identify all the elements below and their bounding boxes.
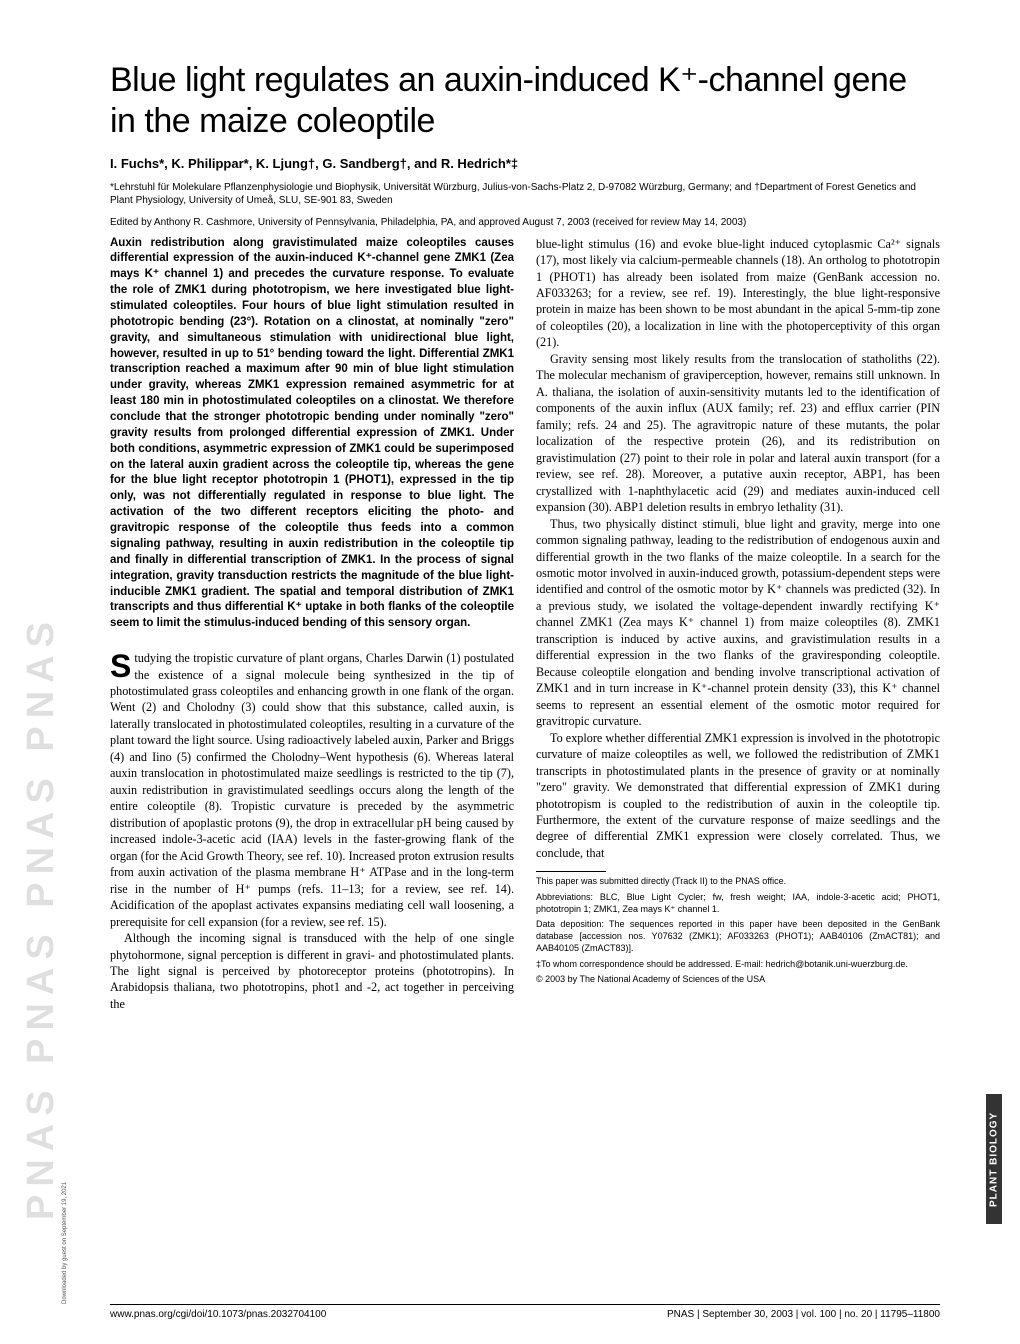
body-paragraph-r3: Thus, two physically distinct stimuli, b… (536, 516, 940, 730)
body-paragraph-r1: blue-light stimulus (16) and evoke blue-… (536, 236, 940, 351)
right-column: blue-light stimulus (16) and evoke blue-… (536, 236, 940, 1013)
authors-line: I. Fuchs*, K. Philippar*, K. Ljung†, G. … (110, 156, 940, 171)
footnote-5: © 2003 by The National Academy of Scienc… (536, 974, 940, 986)
footer-citation: PNAS | September 30, 2003 | vol. 100 | n… (667, 1309, 940, 1320)
footer-doi: www.pnas.org/cgi/doi/10.1073/pnas.203270… (110, 1309, 326, 1320)
footnote-1: This paper was submitted directly (Track… (536, 876, 940, 888)
affiliations: *Lehrstuhl für Molekulare Pflanzenphysio… (110, 181, 940, 207)
footer-bar: www.pnas.org/cgi/doi/10.1073/pnas.203270… (110, 1304, 940, 1320)
section-label: PLANT BIOLOGY (986, 1094, 1002, 1224)
dropcap-letter: S (110, 650, 134, 680)
footnote-4: ‡To whom correspondence should be addres… (536, 959, 940, 971)
footnote-2: Abbreviations: BLC, Blue Light Cycler; f… (536, 892, 940, 915)
abstract-text: Auxin redistribution along gravistimulat… (110, 236, 514, 632)
body-paragraph-r4: To explore whether differential ZMK1 exp… (536, 730, 940, 862)
article-title: Blue light regulates an auxin-induced K⁺… (110, 60, 940, 142)
body-paragraph-r2: Gravity sensing most likely results from… (536, 351, 940, 516)
download-note: Downloaded by guest on September 19, 202… (62, 1182, 68, 1304)
footnote-rule (536, 871, 606, 872)
footnote-3: Data deposition: The sequences reported … (536, 919, 940, 954)
left-column: Auxin redistribution along gravistimulat… (110, 236, 514, 1013)
edited-line: Edited by Anthony R. Cashmore, Universit… (110, 217, 940, 228)
footnotes-block: This paper was submitted directly (Track… (536, 876, 940, 986)
body-paragraph-1: Studying the tropistic curvature of plan… (110, 650, 514, 930)
pnas-watermark: PNAS PNAS PNAS PNAS (20, 120, 80, 1220)
two-column-body: Auxin redistribution along gravistimulat… (110, 236, 940, 1013)
body-text-1: tudying the tropistic curvature of plant… (110, 651, 514, 929)
body-paragraph-2: Although the incoming signal is transduc… (110, 930, 514, 1012)
